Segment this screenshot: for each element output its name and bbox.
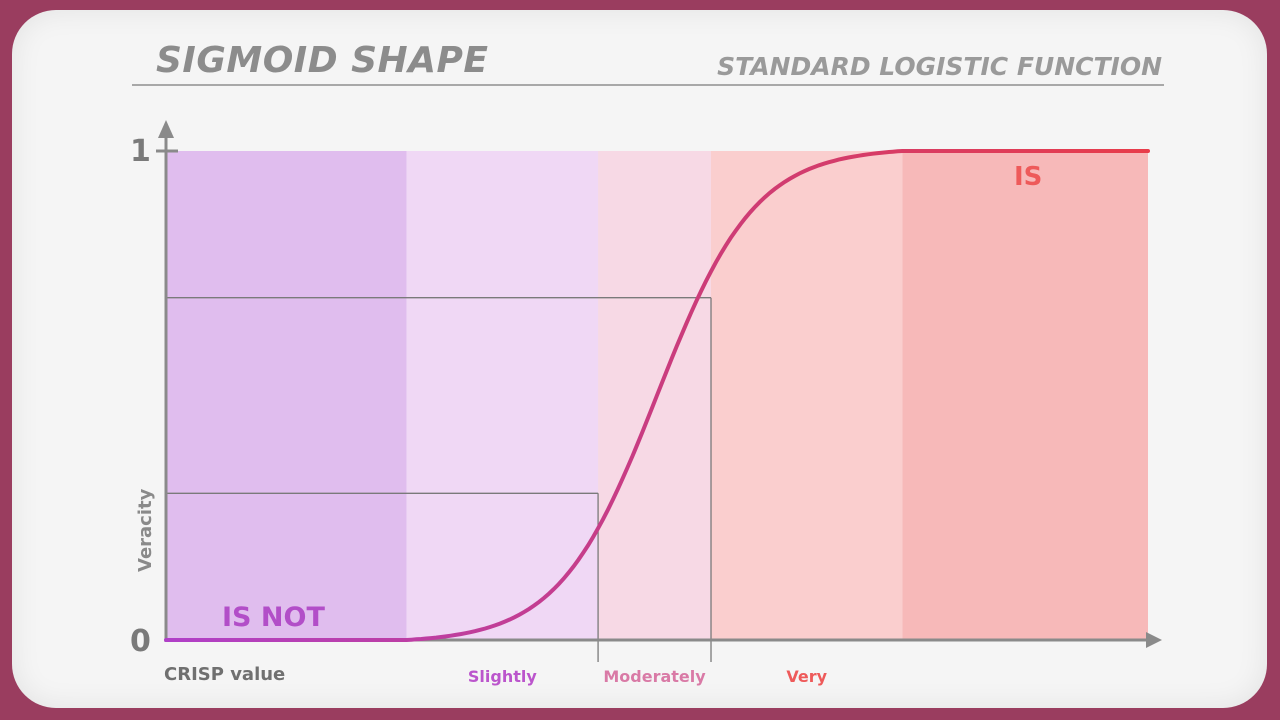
marker-lines-layer (166, 297, 712, 662)
page-subtitle: STANDARD LOGISTIC FUNCTION (717, 52, 1162, 81)
sigmoid-curve (164, 149, 1150, 642)
x-axis-arrow (1146, 632, 1162, 648)
y-axis-label: Veracity (135, 488, 156, 572)
x-axis-label: CRISP value (164, 664, 285, 685)
zone-band-3 (711, 151, 903, 640)
zone-label-very: Very (786, 667, 827, 686)
header-divider (132, 84, 1164, 86)
zone-labels-layer: Slightly Moderately Very (468, 667, 828, 686)
region-label-is: IS (1014, 162, 1042, 192)
zone-band-2 (598, 151, 712, 640)
page-title: SIGMOID SHAPE (156, 40, 489, 81)
zones-layer (166, 151, 1148, 640)
zone-band-4 (902, 151, 1148, 640)
y-tick-label-1: 1 (130, 134, 151, 169)
region-label-is-not: IS NOT (222, 602, 325, 633)
zone-band-1 (406, 151, 599, 640)
y-axis-arrow (158, 120, 174, 138)
zone-label-slightly: Slightly (468, 667, 537, 686)
zone-label-moderately: Moderately (603, 667, 706, 686)
zone-band-0 (166, 151, 407, 640)
y-tick-label-0: 0 (130, 624, 151, 659)
